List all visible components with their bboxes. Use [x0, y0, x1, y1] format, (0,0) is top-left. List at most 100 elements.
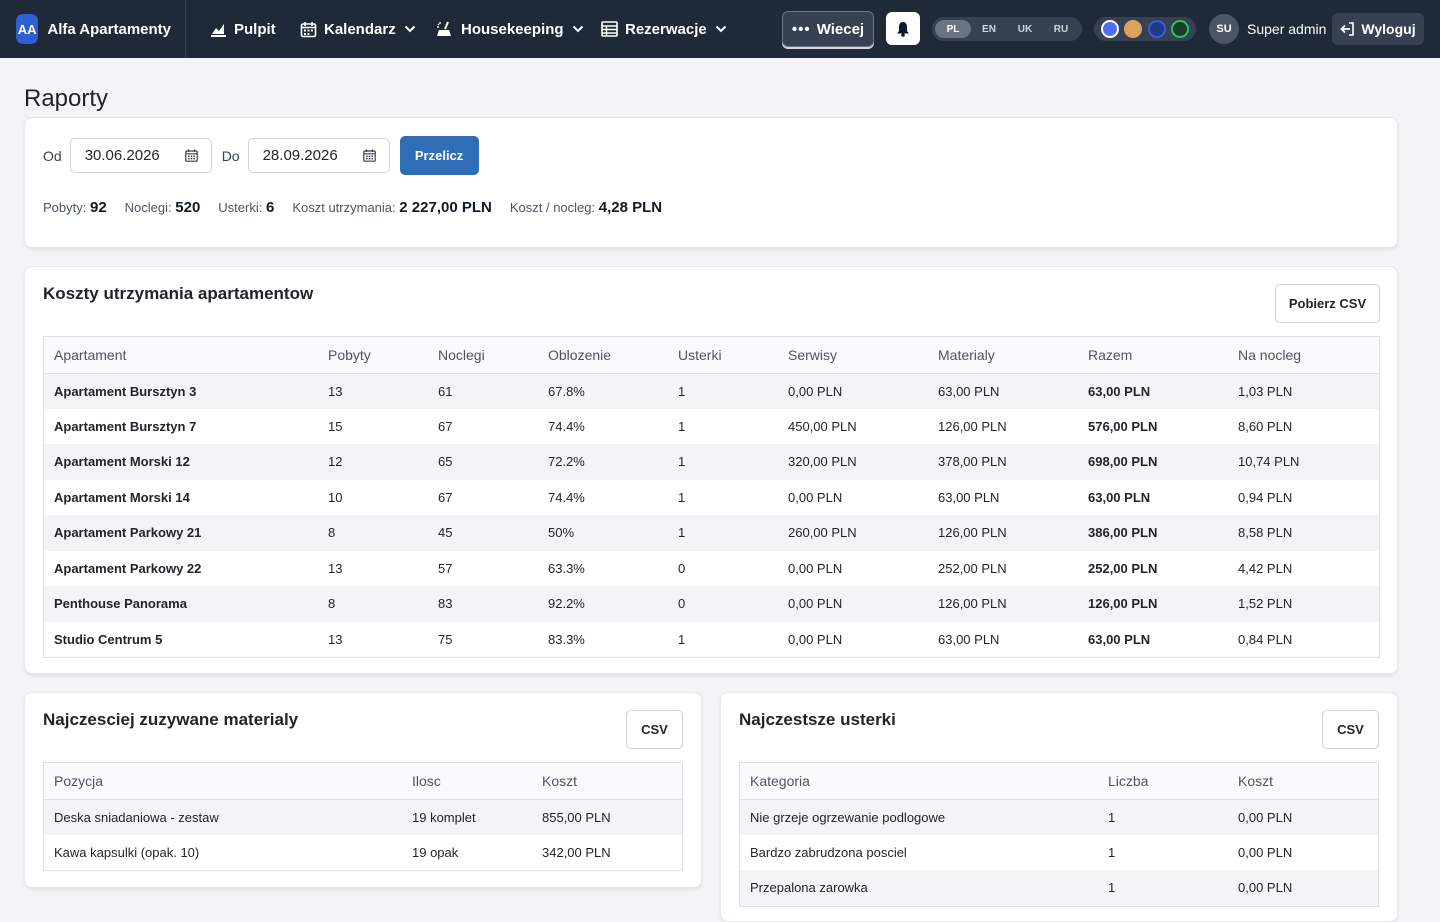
stat-nights: Noclegi: 520 [125, 199, 201, 216]
column-header: Kategoria [740, 763, 1098, 800]
column-header: Liczba [1098, 763, 1228, 800]
to-date-input[interactable]: 28.09.2026 [247, 138, 390, 173]
lang-uk[interactable]: UK [1017, 23, 1033, 35]
column-header: Serwisy [778, 337, 928, 374]
nav-item-label: Rezerwacje [625, 20, 707, 38]
logout-icon [1340, 22, 1355, 36]
theme-swatch-green[interactable] [1171, 20, 1190, 38]
table-cell: 855,00 PLN [532, 799, 682, 835]
lang-pl[interactable]: PL [935, 20, 971, 38]
column-header: Razem [1078, 337, 1228, 374]
table-row: Apartament Bursztyn 3 13 61 67.8% 1 0,00 PLN 6… [44, 373, 1379, 409]
brand-badge: AA [16, 14, 39, 44]
table-cell: 342,00 PLN [542, 844, 611, 860]
nav-item-rezerwacje[interactable]: Rezerwacje [601, 0, 727, 58]
nav-item-label: Pulpit [234, 20, 276, 38]
logout-button[interactable]: Wyloguj [1332, 13, 1424, 45]
table-cell: Apartament Parkowy 22 [54, 560, 202, 576]
table-cell: Kawa kapsulki (opak. 10) [54, 844, 200, 860]
nav-item-pulpit[interactable]: Pulpit [210, 0, 276, 58]
defects-table: Kategoria Liczba Koszt Nie grzeje ogrzewan… [739, 762, 1379, 907]
table-cell: 83.3% [548, 631, 585, 647]
table-cell: 0,84 PLN [1238, 631, 1293, 647]
date-filter: Od 30.06.2026 Do 28.09.2026 Przelicz [43, 136, 479, 175]
table-cell: 63,00 PLN [1088, 631, 1151, 647]
table-cell: 4,42 PLN [1238, 560, 1293, 576]
table-cell: 63.3% [548, 560, 585, 576]
from-date-input[interactable]: 30.06.2026 [69, 138, 212, 173]
card-title: Najczesciej zuzywane materialy [43, 710, 299, 729]
nav-item-label: Housekeeping [461, 20, 564, 38]
table-cell: 0,00 PLN [788, 489, 843, 505]
table-cell: Apartament Bursztyn 7 [54, 418, 197, 434]
column-header: Pobyty [318, 337, 428, 374]
page-title: Raporty [24, 85, 109, 112]
recalculate-button[interactable]: Przelicz [399, 136, 479, 175]
nav-item-housekeeping[interactable]: Housekeeping [436, 0, 584, 58]
table-cell: 126,00 PLN [928, 515, 1078, 551]
user-name[interactable]: Super admin [1247, 21, 1327, 37]
table-cell: 126,00 PLN [1078, 586, 1228, 622]
table-cell: 10,74 PLN [1228, 444, 1379, 480]
card-title: Koszty utrzymania apartamentow [43, 284, 314, 303]
table-cell: 57 [438, 560, 453, 576]
more-label: Wiecej [816, 20, 865, 38]
avatar[interactable]: SU [1209, 14, 1239, 44]
calendar-icon [300, 21, 317, 37]
table-cell: 13 [328, 631, 343, 647]
table-cell: 1,52 PLN [1228, 586, 1379, 622]
table-row: Apartament Morski 12 12 65 72.2% 1 320,00 PLN… [44, 444, 1379, 480]
brand[interactable]: AA Alfa Apartamenty [0, 0, 186, 58]
table-row: Apartament Parkowy 21 8 45 50% 1 260,00 PLN 12… [44, 515, 1379, 551]
column-header: Materialy [928, 337, 1078, 374]
card-title: Najczestsze usterki [739, 710, 896, 729]
nav-item-kalendarz[interactable]: Kalendarz [300, 0, 416, 58]
lang-en[interactable]: EN [982, 23, 996, 35]
table-cell: 92.2% [538, 586, 668, 622]
theme-swatch-sand[interactable] [1124, 20, 1143, 38]
table-cell: 8 [318, 586, 428, 622]
table-cell: 0 [668, 586, 778, 622]
stat-label: Usterki: [218, 200, 263, 215]
table-cell: 19 komplet [402, 799, 532, 835]
more-menu-button[interactable]: ••• Wiecej [782, 11, 874, 47]
table-cell: 74.4% [548, 418, 585, 434]
theme-swatch-blue[interactable] [1100, 20, 1119, 38]
table-cell: 126,00 PLN [928, 586, 1078, 622]
column-header: Koszt [1228, 763, 1378, 800]
download-csv-button[interactable]: Pobierz CSV [1275, 284, 1380, 323]
table-cell: 67.8% [538, 373, 668, 409]
table-cell: 1 [668, 373, 778, 409]
table-cell: 1,03 PLN [1228, 373, 1379, 409]
table-cell: 63,00 PLN [938, 631, 1000, 647]
stat-label: Noclegi: [124, 200, 172, 215]
lang-ru[interactable]: RU [1053, 23, 1069, 35]
calendar-icon [184, 149, 198, 162]
table-cell: 63,00 PLN [928, 373, 1078, 409]
table-cell: Deska sniadaniowa - zestaw [44, 799, 402, 835]
materials-csv-button[interactable]: CSV [626, 710, 683, 749]
column-header: Na nocleg [1228, 337, 1379, 374]
stat-stays: Pobyty: 92 [43, 199, 107, 216]
notifications-button[interactable] [886, 12, 920, 45]
nav-item-label: Kalendarz [324, 20, 396, 38]
theme-swatch-navy[interactable] [1147, 20, 1166, 38]
stat-defects: Usterki: 6 [218, 199, 274, 216]
table-cell: 1 [678, 489, 686, 505]
table-body: Apartament Bursztyn 3 13 61 67.8% 1 0,00 PLN 6… [44, 373, 1379, 657]
table-cell: 1 [678, 631, 686, 647]
defects-csv-button[interactable]: CSV [1322, 710, 1379, 749]
table-cell: 45 [428, 515, 538, 551]
table-cell: Apartament Morski 14 [54, 489, 190, 505]
table-cell: 1 [668, 515, 778, 551]
table-cell: 15 [328, 418, 343, 434]
defects-card: Najczestsze usterki CSV Kategoria Liczba K… [720, 692, 1398, 922]
filter-card: Od 30.06.2026 Do 28.09.2026 Przelicz Pob… [24, 117, 1398, 248]
bell-icon [897, 21, 909, 37]
table-cell: 1 [1098, 870, 1228, 906]
table-header-row: Apartament Pobyty Noclegi Oblozenie Usterki S… [44, 337, 1379, 374]
stat-value: 6 [265, 199, 275, 216]
table-cell: 320,00 PLN [778, 444, 928, 480]
from-label: Od [43, 147, 62, 164]
to-label: Do [221, 147, 240, 164]
